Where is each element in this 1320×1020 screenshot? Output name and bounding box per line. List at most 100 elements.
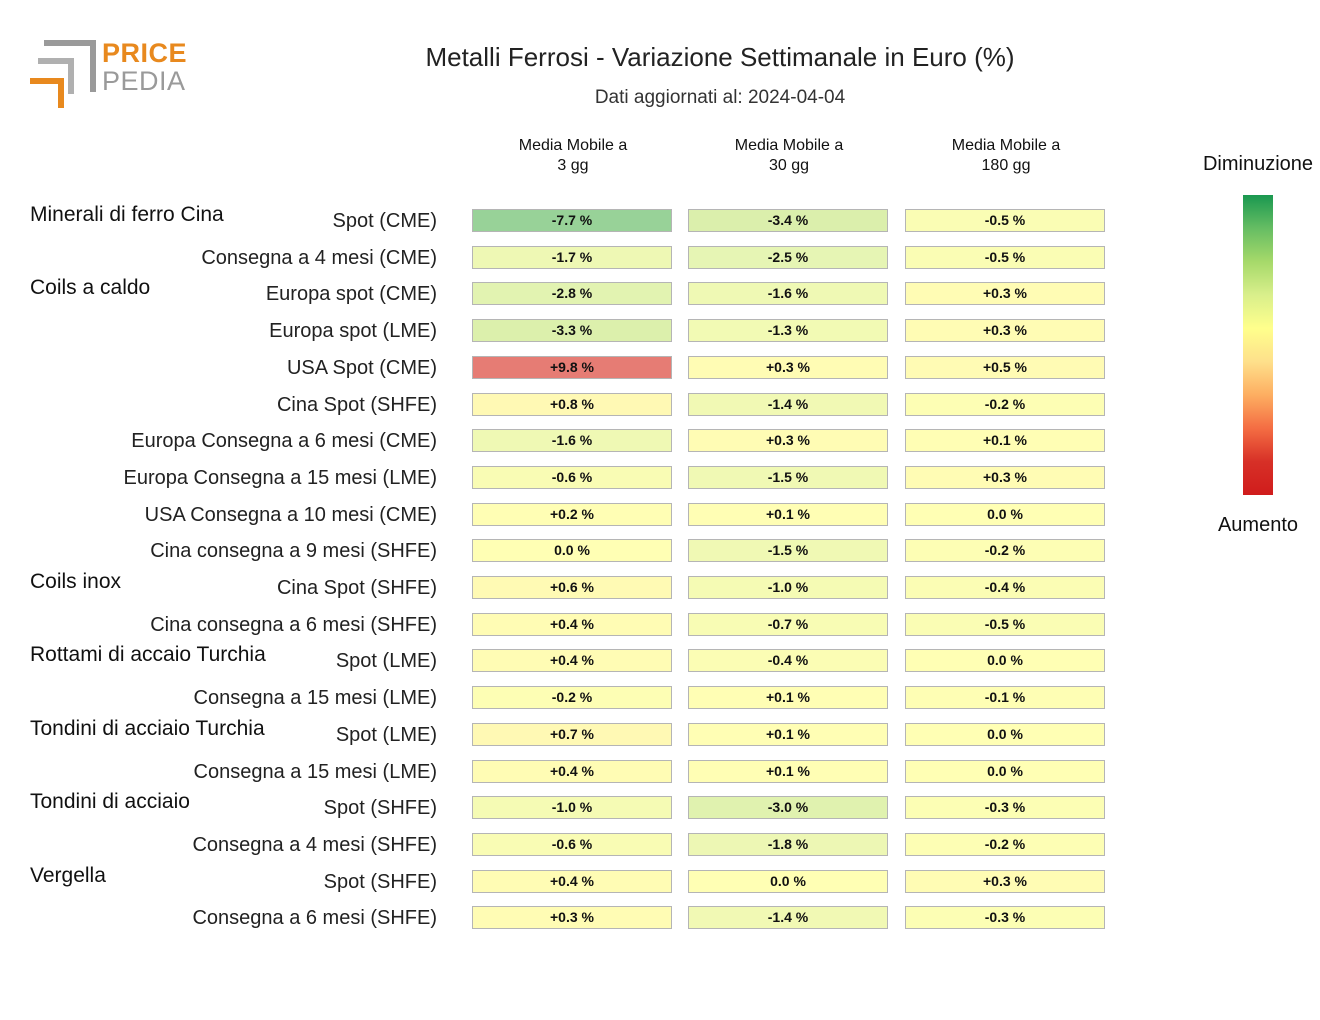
row-label: Consegna a 6 mesi (SHFE)	[192, 907, 437, 930]
heatmap-cell: 0.0 %	[905, 502, 1105, 526]
heatmap-cell: +0.6 %	[472, 576, 672, 599]
heatmap-cell: -0.2 %	[905, 832, 1105, 856]
heatmap-cell: -3.3 %	[472, 319, 672, 343]
column-header-line: Media Mobile a	[518, 137, 628, 154]
group-label: Minerali di ferro Cina	[30, 203, 224, 226]
heatmap-cell: -1.3 %	[688, 319, 888, 343]
cell-value-label: +0.1 %	[983, 432, 1027, 449]
cell-value-label: -1.4 %	[767, 395, 809, 412]
cell-value-label: -0.5 %	[984, 212, 1026, 228]
group-label: Coils inox	[30, 570, 122, 593]
group-label: Tondini di acciaio Turchia	[30, 716, 265, 740]
heatmap-cell: +0.3 %	[472, 906, 672, 930]
cell-value-label: +0.1 %	[766, 505, 810, 522]
heatmap-cell: +0.1 %	[688, 502, 888, 526]
heatmap-cell: +0.4 %	[472, 759, 672, 783]
chart-title: Metalli Ferrosi - Variazione Settimanale…	[425, 42, 1015, 72]
heatmap-cell: +0.7 %	[472, 722, 672, 746]
heatmap-cell: -0.5 %	[905, 209, 1105, 232]
cell-value-label: -2.8 %	[551, 285, 593, 302]
legend-bottom-label: Aumento	[1217, 514, 1299, 536]
heatmap-cell: +0.3 %	[905, 465, 1105, 489]
legend-colorbar	[1243, 195, 1273, 495]
heatmap-cell: 0.0 %	[688, 869, 888, 893]
heatmap-cell: +0.1 %	[688, 686, 888, 710]
cell-value-label: +0.3 %	[983, 322, 1027, 339]
logo-text-price: PRICE	[102, 38, 188, 68]
heatmap-cell: +0.3 %	[688, 429, 888, 453]
cell-value-label: +0.8 %	[550, 395, 594, 412]
heatmap-cell: 0.0 %	[472, 539, 672, 563]
row-label: Spot (LME)	[335, 650, 437, 673]
heatmap-cell: 0.0 %	[905, 759, 1105, 783]
cell-value-label: -1.5 %	[767, 468, 809, 485]
cell-value-label: -0.2 %	[984, 542, 1026, 559]
heatmap-cell: +0.4 %	[472, 869, 672, 893]
cell-value-label: -1.7 %	[551, 248, 593, 265]
heatmap-cell: +0.4 %	[472, 612, 672, 636]
cell-value-label: +0.6 %	[550, 579, 594, 595]
heatmap-cell: -0.4 %	[905, 576, 1105, 599]
cell-value-label: -1.5 %	[767, 542, 809, 559]
cell-value-label: -1.0 %	[551, 799, 593, 816]
cell-value-label: -1.6 %	[767, 285, 809, 302]
heatmap-cell: -3.0 %	[688, 796, 888, 820]
row-label: Cina consegna a 9 mesi (SHFE)	[150, 540, 437, 563]
cell-value-label: 0.0 %	[987, 762, 1023, 779]
row-label: Cina consegna a 6 mesi (SHFE)	[150, 613, 437, 636]
heatmap-cell: +0.4 %	[472, 649, 672, 673]
heatmap-cell: -0.5 %	[905, 245, 1105, 269]
row-label: Consegna a 4 mesi (SHFE)	[192, 833, 437, 856]
cell-value-label: -0.5 %	[984, 248, 1026, 265]
group-label: Coils a caldo	[30, 276, 151, 300]
cell-value-label: -1.6 %	[551, 432, 593, 449]
cell-value-label: +0.2 %	[550, 505, 594, 522]
cell-value-label: 0.0 %	[987, 652, 1023, 669]
heatmap-cell: -0.6 %	[472, 832, 672, 856]
row-label: Europa spot (LME)	[269, 320, 437, 343]
heatmap-cell: -0.3 %	[905, 906, 1105, 930]
heatmap-cell: -1.0 %	[688, 576, 888, 599]
cell-value-label: +0.4 %	[550, 652, 594, 669]
logo-mark-icon	[30, 40, 96, 108]
column-header-line: 3 gg	[557, 157, 589, 174]
group-label: Tondini di acciaio	[30, 790, 190, 814]
row-label: Spot (CME)	[332, 210, 437, 232]
column-header-3: Media Mobile a 180 gg	[905, 136, 1107, 176]
cell-value-label: -0.5 %	[984, 615, 1026, 632]
cell-value-label: -0.3 %	[984, 799, 1026, 816]
heatmap-cell: -0.2 %	[905, 539, 1105, 563]
heatmap-cell: -0.7 %	[688, 612, 888, 636]
heatmap-cell: -2.8 %	[472, 282, 672, 306]
cell-value-label: +0.3 %	[983, 468, 1027, 485]
cell-value-label: -2.5 %	[767, 248, 809, 265]
heatmap-cell: +0.3 %	[905, 319, 1105, 343]
cell-value-label: +0.3 %	[766, 358, 810, 375]
row-label: Spot (LME)	[335, 723, 437, 746]
cell-value-label: +0.3 %	[766, 432, 810, 449]
cell-value-label: -3.4 %	[767, 212, 809, 228]
cell-value-label: +0.1 %	[766, 725, 810, 742]
row-label: Consegna a 15 mesi (LME)	[193, 760, 437, 783]
heatmap-cell: -1.5 %	[688, 465, 888, 489]
heatmap-cell: +0.3 %	[905, 282, 1105, 306]
cell-value-label: -0.2 %	[984, 835, 1026, 852]
heatmap-cell: -3.4 %	[688, 209, 888, 232]
heatmap-cell: -1.4 %	[688, 906, 888, 930]
row-label: Consegna a 15 mesi (LME)	[193, 687, 437, 710]
cell-value-label: +9.8 %	[550, 358, 594, 375]
heatmap-cell: -0.5 %	[905, 612, 1105, 636]
heatmap-cell: +0.1 %	[688, 759, 888, 783]
heatmap-cell: -1.8 %	[688, 832, 888, 856]
row-label: Europa spot (CME)	[265, 283, 437, 306]
cell-value-label: 0.0 %	[987, 725, 1023, 742]
cell-value-label: 0.0 %	[770, 872, 806, 889]
group-label: Vergella	[30, 863, 106, 887]
heatmap-cell: -0.3 %	[905, 796, 1105, 820]
chart-subtitle: Dati aggiornati al: 2024-04-04	[594, 87, 846, 108]
cell-value-label: 0.0 %	[987, 505, 1023, 522]
cell-value-label: -0.4 %	[767, 652, 809, 669]
cell-value-label: +0.4 %	[550, 615, 594, 632]
heatmap-cell: +0.8 %	[472, 392, 672, 416]
heatmap-cell: +0.1 %	[688, 722, 888, 746]
